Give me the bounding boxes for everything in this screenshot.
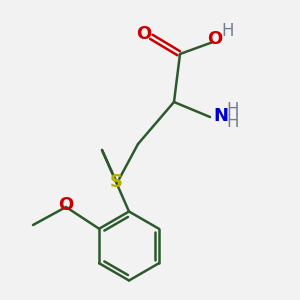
Text: H: H	[226, 101, 239, 119]
Text: H: H	[226, 113, 239, 131]
Text: O: O	[136, 26, 151, 44]
Text: H: H	[222, 22, 234, 40]
Text: O: O	[207, 30, 222, 48]
Text: N: N	[213, 106, 228, 124]
Text: O: O	[58, 196, 73, 214]
Text: S: S	[110, 173, 123, 191]
